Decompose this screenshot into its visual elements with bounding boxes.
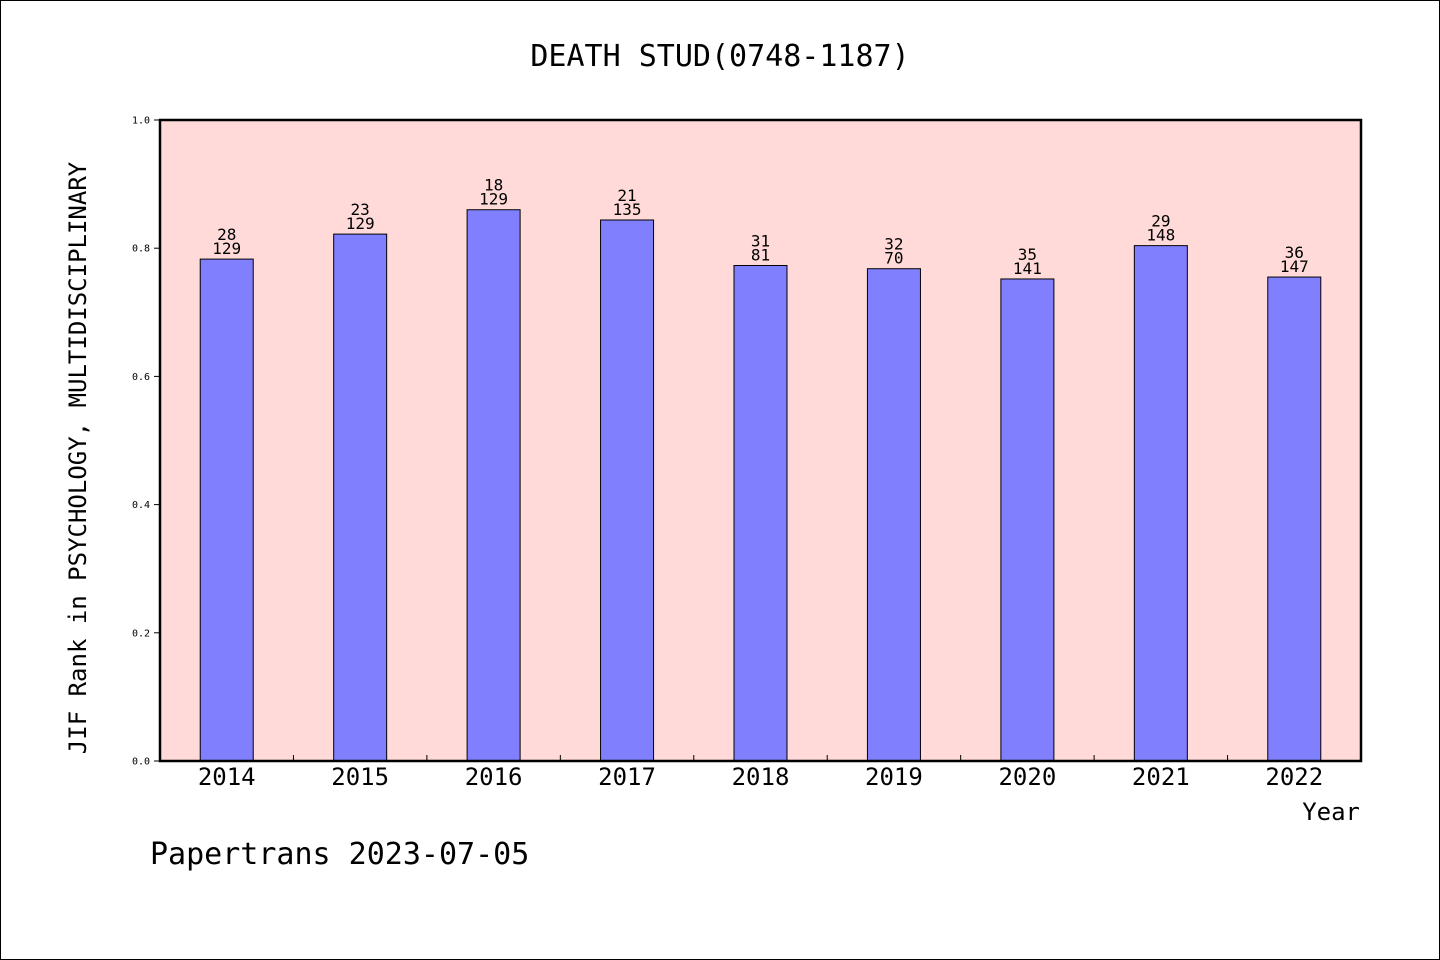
bar-rank-label: 32 — [884, 235, 903, 254]
x-tick-label: 2015 — [331, 763, 389, 791]
chart-title: DEATH STUD(0748-1187) — [530, 39, 909, 74]
bar-2020 — [1000, 278, 1055, 762]
bar-2019 — [866, 268, 921, 762]
y-axis-label: JIF Rank in PSYCHOLOGY, MULTIDISCIPLINAR… — [64, 161, 92, 754]
footer-credit: Papertrans 2023-07-05 — [150, 837, 529, 872]
x-tick-label: 2022 — [1265, 763, 1323, 791]
y-tick-label: 1.0 — [132, 116, 150, 127]
bar-total-label: 129 — [212, 239, 241, 258]
bar-rank-label: 35 — [1018, 245, 1037, 264]
bar-rank-label: 18 — [484, 176, 503, 195]
plot-border — [158, 118, 1363, 763]
bar-rank-label: 28 — [217, 225, 236, 244]
bars-group — [199, 209, 1322, 762]
bar-2016 — [466, 209, 521, 762]
x-tick-label: 2020 — [998, 763, 1056, 791]
bar-total-label: 147 — [1280, 257, 1309, 276]
bar-total-label: 135 — [613, 200, 642, 219]
bar-rank-label: 21 — [617, 186, 636, 205]
bar-total-label: 141 — [1013, 259, 1042, 278]
x-axis: 2014 2015 2016 2017 2018 2019 2020 2021 2022 — [198, 755, 1323, 791]
bar-rank-label: 23 — [351, 200, 370, 219]
x-tick-label: 2014 — [198, 763, 256, 791]
y-tick-label: 0.8 — [132, 244, 150, 255]
bar-rank-label: 29 — [1151, 212, 1170, 231]
x-tick-label: 2018 — [732, 763, 790, 791]
bar-2015 — [333, 233, 388, 762]
bar-rank-label: 36 — [1285, 243, 1304, 262]
x-tick-label: 2021 — [1132, 763, 1190, 791]
y-tick-label: 0.0 — [132, 757, 150, 768]
bar-2021 — [1133, 245, 1188, 762]
y-tick-label: 0.6 — [132, 372, 150, 383]
y-tick-label: 0.2 — [132, 628, 150, 639]
bar-2017 — [600, 219, 655, 762]
x-axis-label: Year — [1302, 798, 1360, 826]
bar-2018 — [733, 265, 788, 762]
bar-total-label: 148 — [1146, 226, 1175, 245]
bar-2014 — [199, 258, 254, 762]
bar-total-label: 129 — [346, 214, 375, 233]
x-tick-label: 2019 — [865, 763, 923, 791]
y-axis: 0.0 0.2 0.4 0.6 0.8 1.0 — [132, 116, 160, 768]
bar-total-label: 129 — [479, 190, 508, 209]
bar-rank-label: 31 — [751, 232, 770, 251]
bar-total-label: 70 — [884, 249, 903, 268]
bar-2022 — [1267, 276, 1322, 762]
y-tick-label: 0.4 — [132, 500, 150, 511]
bar-total-label: 81 — [751, 246, 770, 265]
x-tick-label: 2016 — [465, 763, 523, 791]
x-tick-label: 2017 — [598, 763, 656, 791]
